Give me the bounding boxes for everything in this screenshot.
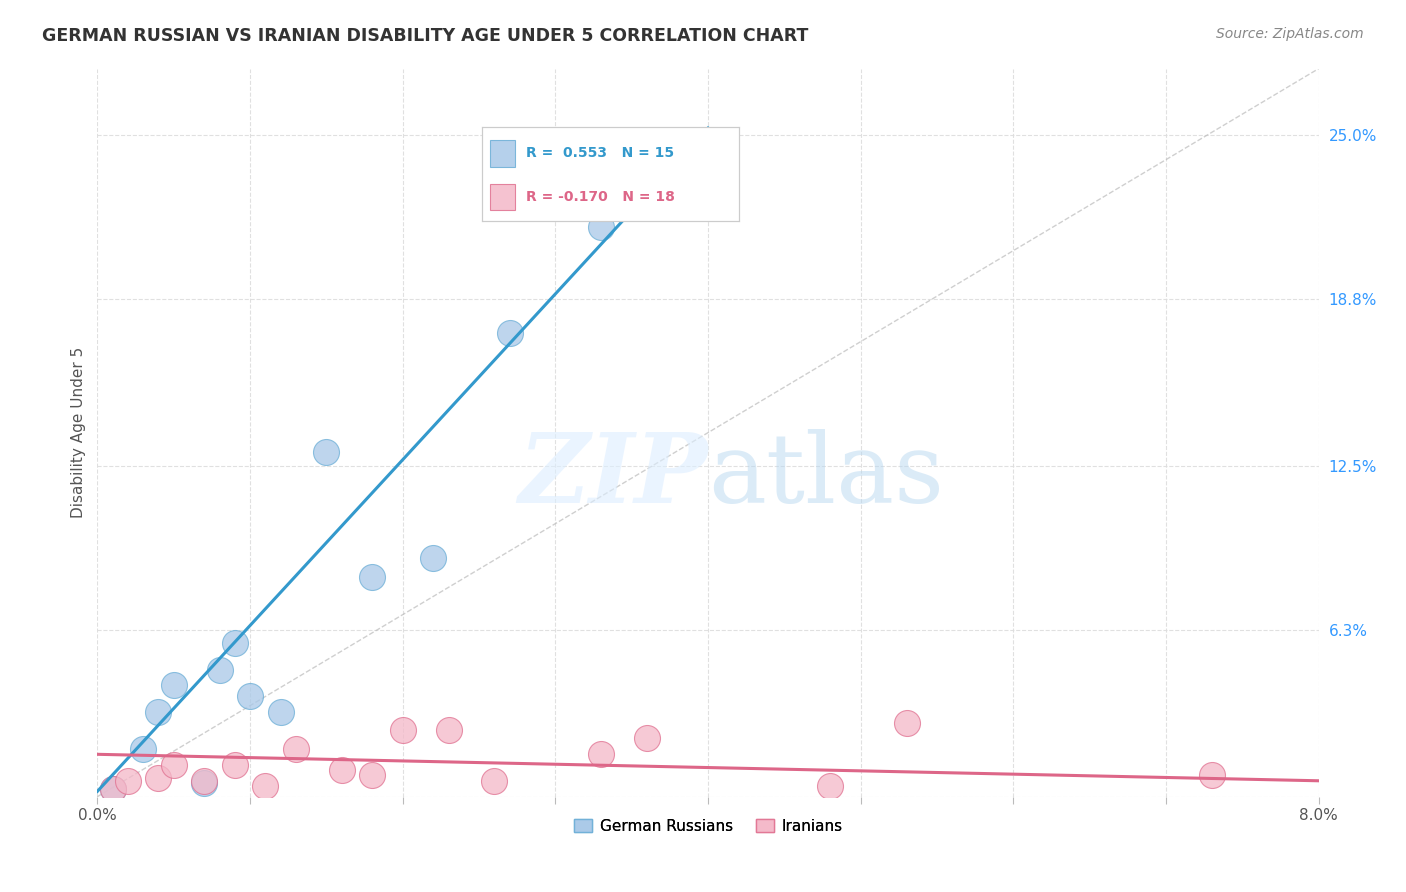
Point: [820, 779, 842, 793]
Point: [117, 773, 139, 788]
Point: [361, 570, 384, 584]
Point: [315, 445, 337, 459]
Point: [163, 758, 186, 772]
Point: [591, 220, 613, 235]
Point: [163, 678, 186, 692]
Point: [270, 705, 292, 719]
Point: [101, 781, 124, 796]
Point: [666, 168, 689, 182]
Point: [224, 636, 246, 650]
Point: [591, 747, 613, 762]
Point: [391, 723, 413, 738]
Text: Source: ZipAtlas.com: Source: ZipAtlas.com: [1216, 27, 1364, 41]
Text: ZIP: ZIP: [519, 429, 709, 524]
Y-axis label: Disability Age Under 5: Disability Age Under 5: [72, 347, 86, 518]
Point: [148, 771, 170, 785]
Point: [148, 705, 170, 719]
Point: [224, 758, 246, 772]
Point: [896, 715, 918, 730]
Legend: German Russians, Iranians: German Russians, Iranians: [568, 813, 849, 840]
Point: [484, 773, 506, 788]
Point: [193, 773, 215, 788]
Point: [422, 551, 444, 566]
Point: [101, 781, 124, 796]
Point: [330, 763, 353, 777]
Point: [437, 723, 460, 738]
Point: [208, 663, 231, 677]
Point: [193, 776, 215, 790]
Point: [254, 779, 277, 793]
Text: atlas: atlas: [709, 429, 943, 524]
Point: [636, 731, 658, 746]
Point: [132, 742, 155, 756]
Point: [361, 768, 384, 782]
Point: [239, 689, 262, 703]
Text: GERMAN RUSSIAN VS IRANIAN DISABILITY AGE UNDER 5 CORRELATION CHART: GERMAN RUSSIAN VS IRANIAN DISABILITY AGE…: [42, 27, 808, 45]
Point: [1201, 768, 1223, 782]
Point: [284, 742, 307, 756]
Point: [498, 326, 520, 341]
